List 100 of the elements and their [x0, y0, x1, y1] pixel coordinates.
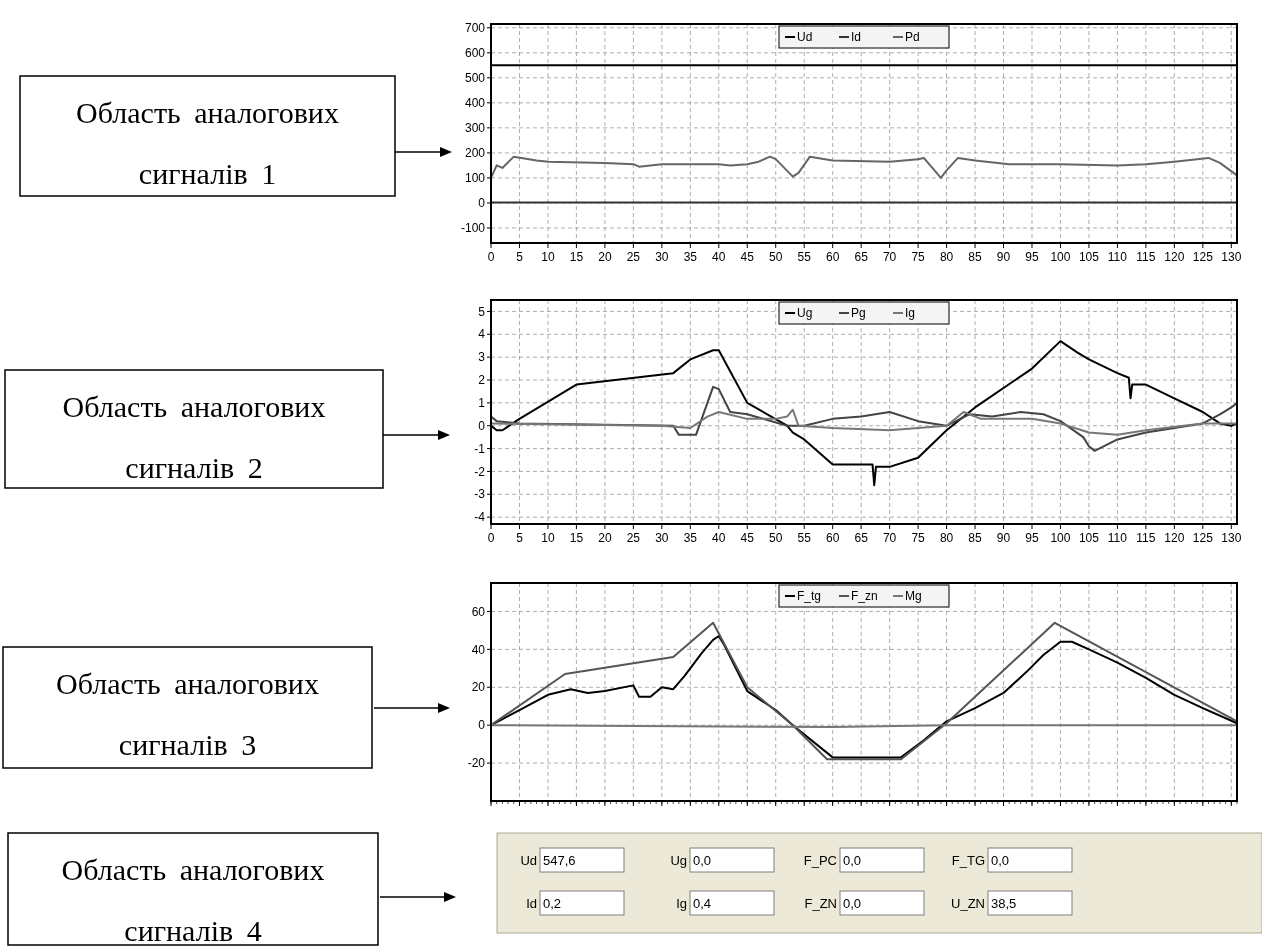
x-tick-label: 15: [569, 531, 584, 545]
y-tick-label: -3: [474, 487, 486, 502]
y-tick-label: 40: [471, 642, 486, 657]
x-tick-label: 125: [1192, 531, 1214, 545]
x-tick-label: 115: [1136, 531, 1156, 545]
x-tick-label: 85: [968, 531, 983, 545]
x-tick-label: 70: [882, 250, 897, 264]
y-tick-label: 600: [464, 45, 486, 60]
x-tick-label: 30: [655, 250, 669, 264]
y-tick-label: -100: [460, 221, 486, 236]
text: 0,0: [991, 852, 1010, 868]
y-tick-label: 0: [478, 418, 486, 433]
y-tick-label: 200: [464, 146, 486, 161]
x-tick-label: 0: [487, 531, 495, 545]
y-tick-label: 0: [478, 718, 486, 733]
legend-label: F_tg: [797, 589, 822, 604]
x-tick-label: 65: [854, 250, 869, 264]
y-tick-label: 3: [478, 350, 486, 365]
x-tick-label: 110: [1107, 531, 1128, 545]
text: 0,4: [693, 895, 712, 911]
legend-label: Id: [851, 30, 862, 45]
x-tick-label: 45: [740, 531, 755, 545]
legend-label: Ug: [797, 306, 813, 321]
y-tick-label: -1: [474, 441, 486, 456]
y-tick-label: 300: [464, 121, 486, 136]
text: Область аналогових сигналів 4: [61, 853, 325, 946]
y-tick-label: 700: [464, 20, 486, 35]
text: Область аналогових сигналів 2: [62, 390, 326, 484]
x-tick-label: 90: [996, 531, 1011, 545]
legend-label: Pg: [851, 306, 866, 321]
y-tick-label: -2: [474, 464, 486, 479]
x-tick-label: 40: [712, 531, 726, 545]
x-tick-label: 60: [826, 250, 840, 264]
x-tick-label: 100: [1050, 250, 1071, 264]
text: Ig: [676, 895, 687, 911]
x-tick-label: 25: [626, 250, 641, 264]
x-tick-label: 80: [939, 250, 954, 264]
x-tick-label: 75: [911, 250, 926, 264]
y-tick-label: 5: [478, 304, 486, 319]
x-tick-label: 60: [826, 531, 840, 545]
x-tick-label: 30: [655, 531, 669, 545]
x-tick-label: 10: [541, 250, 555, 264]
x-tick-label: 110: [1107, 250, 1128, 264]
text: 0,2: [543, 895, 562, 911]
text: Ug: [670, 852, 687, 868]
legend-label: Ud: [797, 30, 813, 45]
text: U_ZN: [951, 895, 985, 911]
x-tick-label: 25: [626, 531, 641, 545]
x-tick-label: 100: [1050, 531, 1071, 545]
x-tick-label: 70: [882, 531, 897, 545]
x-tick-label: 20: [598, 250, 612, 264]
y-tick-label: 500: [464, 71, 486, 86]
x-tick-label: 20: [598, 531, 612, 545]
y-tick-label: 4: [478, 327, 486, 342]
x-tick-label: 10: [541, 531, 555, 545]
legend-label: Mg: [905, 589, 922, 604]
x-tick-label: 90: [996, 250, 1011, 264]
y-tick-label: 400: [464, 96, 486, 111]
x-tick-label: 130: [1221, 250, 1242, 264]
y-tick-label: 60: [471, 604, 486, 619]
text: 0,0: [693, 852, 712, 868]
text: 547,6: [543, 852, 576, 868]
text: 0,0: [843, 852, 862, 868]
text: F_ZN: [804, 895, 837, 911]
x-tick-label: 120: [1164, 531, 1185, 545]
x-tick-label: 130: [1221, 531, 1242, 545]
x-tick-label: 45: [740, 250, 755, 264]
x-tick-label: 105: [1078, 531, 1100, 545]
line-series: [490, 155, 1238, 179]
y-tick-label: 2: [478, 373, 486, 388]
x-tick-label: 95: [1025, 250, 1039, 264]
y-tick-label: 1: [478, 396, 486, 411]
text: F_PC: [803, 852, 837, 868]
text: Id: [526, 895, 537, 911]
y-tick-label: -4: [474, 510, 486, 525]
text: 0,0: [843, 895, 862, 911]
x-tick-label: 35: [683, 531, 698, 545]
legend-label: Ig: [905, 306, 916, 321]
x-tick-label: 55: [797, 531, 812, 545]
text: Область аналогових сигналів 3: [56, 667, 319, 761]
x-tick-label: 65: [854, 531, 869, 545]
x-tick-label: 55: [797, 250, 812, 264]
x-tick-label: 40: [712, 250, 726, 264]
x-tick-label: 35: [683, 250, 698, 264]
line-series: [490, 408, 1238, 436]
text: Ud: [520, 852, 537, 868]
x-tick-label: 85: [968, 250, 983, 264]
legend-label: F_zn: [851, 589, 878, 604]
x-tick-label: 125: [1192, 250, 1214, 264]
y-tick-label: -20: [467, 756, 486, 771]
text: Область аналогових сигналів 1: [76, 96, 339, 190]
x-tick-label: 15: [569, 250, 584, 264]
text: F_TG: [951, 852, 985, 868]
legend-label: Pd: [905, 30, 920, 45]
x-tick-label: 0: [487, 250, 495, 264]
x-tick-label: 115: [1136, 250, 1156, 264]
y-tick-label: 20: [471, 680, 486, 695]
x-tick-label: 50: [769, 531, 783, 545]
x-tick-label: 50: [769, 250, 783, 264]
x-tick-label: 95: [1025, 531, 1039, 545]
